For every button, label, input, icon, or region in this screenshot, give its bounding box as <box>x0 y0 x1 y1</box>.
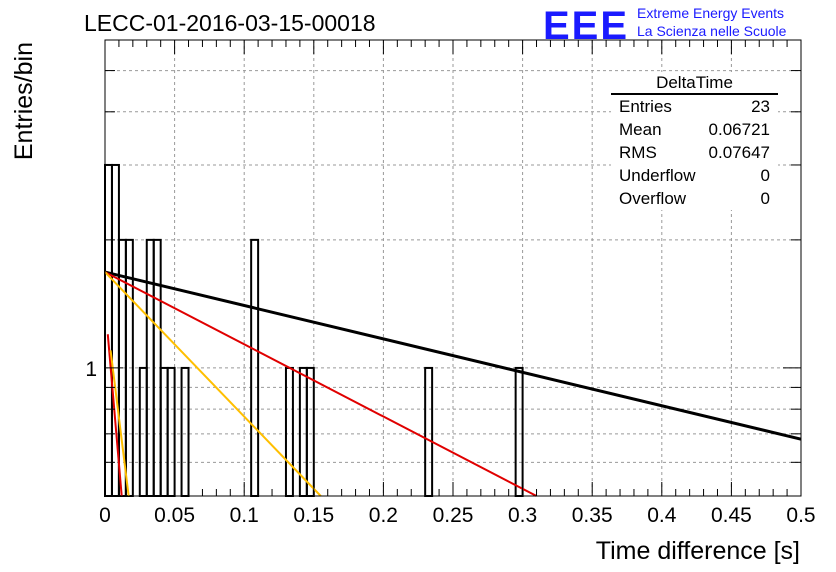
stats-row-entries: Entries 23 <box>611 95 778 118</box>
stats-row-rms: RMS 0.07647 <box>611 141 778 164</box>
x-tick-label: 0.05 <box>154 504 195 527</box>
stats-title: DeltaTime <box>611 72 778 95</box>
grid-lines <box>105 40 801 496</box>
fit-line <box>104 271 322 497</box>
logo-caption: Extreme Energy Events La Scienza nelle S… <box>637 4 786 40</box>
x-tick-label: 0.15 <box>293 504 334 527</box>
axis-ticks <box>104 40 802 496</box>
x-tick-label: 0.3 <box>508 504 537 527</box>
stats-label: Mean <box>619 120 662 139</box>
stats-label: RMS <box>619 143 657 162</box>
stats-box: DeltaTime Entries 23 Mean 0.06721 RMS 0.… <box>611 72 778 210</box>
y-tick-label: 1 <box>85 358 97 381</box>
stats-label: Overflow <box>619 189 687 208</box>
stats-value: 0 <box>760 166 770 185</box>
stats-row-underflow: Underflow 0 <box>611 164 778 187</box>
logo-line-2: La Scienza nelle Scuole <box>637 23 787 39</box>
stats-value: 23 <box>751 97 770 116</box>
stats-row-overflow: Overflow 0 <box>611 187 778 210</box>
fit-line <box>106 334 123 497</box>
stats-row-mean: Mean 0.06721 <box>611 118 778 141</box>
fit-lines <box>104 270 802 497</box>
stats-value: 0.07647 <box>708 143 770 162</box>
x-tick-label: 0 <box>99 504 111 527</box>
eee-logo: EEE <box>543 4 630 48</box>
fit-line <box>104 270 802 441</box>
x-tick-label: 0.4 <box>647 504 677 527</box>
stats-value: 0.06721 <box>708 120 770 139</box>
x-tick-label: 0.1 <box>230 504 259 527</box>
stats-value: 0 <box>760 189 770 208</box>
y-axis-label: Entries/bin <box>10 42 38 160</box>
x-tick-label: 0.25 <box>433 504 474 527</box>
x-tick-label: 0.5 <box>786 504 815 527</box>
stats-label: Underflow <box>619 166 696 185</box>
y-tick-labels: 1 <box>85 358 97 381</box>
fit-line <box>104 271 537 497</box>
x-tick-label: 0.35 <box>572 504 613 527</box>
stats-label: Entries <box>619 97 672 116</box>
logo-line-1: Extreme Energy Events <box>637 5 785 21</box>
x-tick-label: 0.45 <box>711 504 752 527</box>
x-tick-label: 0.2 <box>369 504 398 527</box>
page-title: LECC-01-2016-03-15-00018 <box>84 10 376 36</box>
histogram-bin <box>104 163 113 497</box>
x-tick-labels: 0 0.05 0.1 0.15 0.2 0.25 0.3 0.35 0.4 0.45 0.5 <box>99 504 815 527</box>
fit-line <box>109 350 130 497</box>
x-axis-label: Time difference [s] <box>596 537 800 565</box>
